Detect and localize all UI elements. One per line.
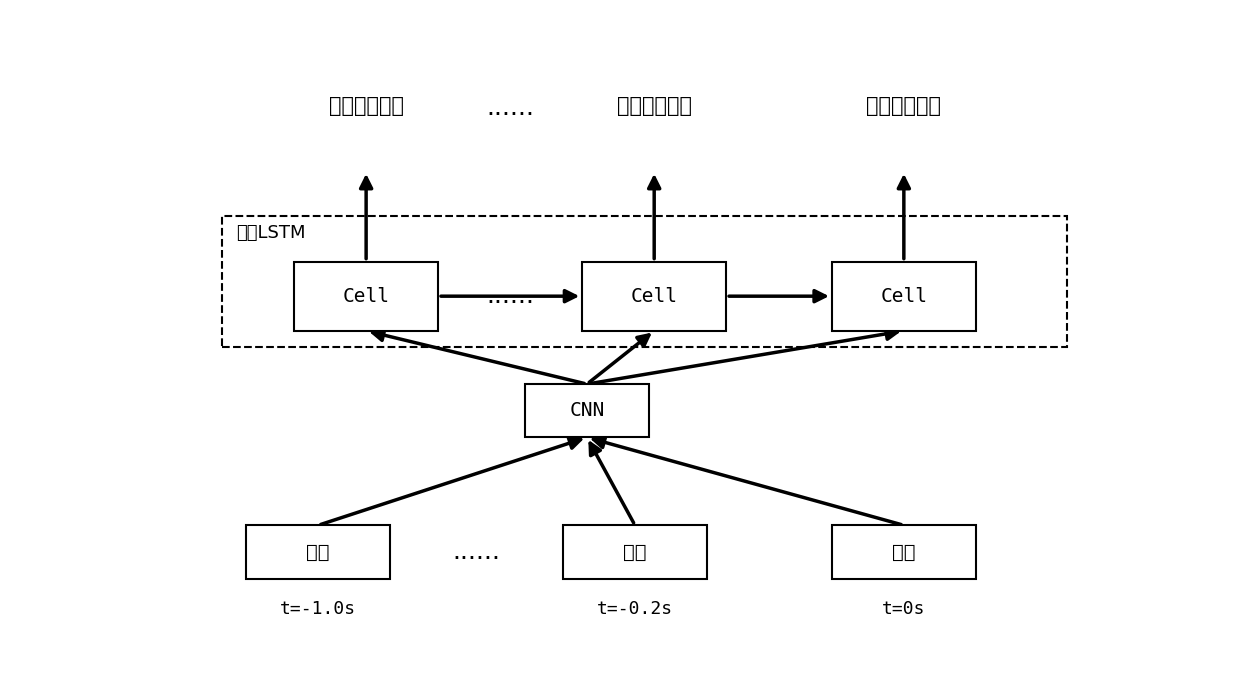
Text: ......: ...... xyxy=(486,284,534,308)
FancyBboxPatch shape xyxy=(524,384,649,437)
FancyBboxPatch shape xyxy=(582,262,726,331)
Text: CNN: CNN xyxy=(570,401,605,420)
FancyBboxPatch shape xyxy=(831,525,976,579)
Text: t=-1.0s: t=-1.0s xyxy=(280,600,356,618)
Text: Cell: Cell xyxy=(343,286,389,306)
Text: 路况特征向量: 路况特征向量 xyxy=(617,96,691,116)
Text: 图像: 图像 xyxy=(623,543,647,561)
Text: Cell: Cell xyxy=(631,286,678,306)
FancyBboxPatch shape xyxy=(563,525,707,579)
Text: 图像: 图像 xyxy=(892,543,916,561)
Text: ......: ...... xyxy=(452,540,501,564)
Text: 第一LSTM: 第一LSTM xyxy=(237,224,306,242)
FancyBboxPatch shape xyxy=(831,262,976,331)
Text: ......: ...... xyxy=(486,96,534,120)
Text: t=0s: t=0s xyxy=(882,600,926,618)
Text: 路况特征向量: 路况特征向量 xyxy=(328,96,404,116)
FancyBboxPatch shape xyxy=(247,525,390,579)
Text: t=-0.2s: t=-0.2s xyxy=(597,600,673,618)
FancyBboxPatch shape xyxy=(294,262,439,331)
Text: 路况特征向量: 路况特征向量 xyxy=(866,96,942,116)
Text: 图像: 图像 xyxy=(306,543,330,561)
Text: Cell: Cell xyxy=(881,286,927,306)
